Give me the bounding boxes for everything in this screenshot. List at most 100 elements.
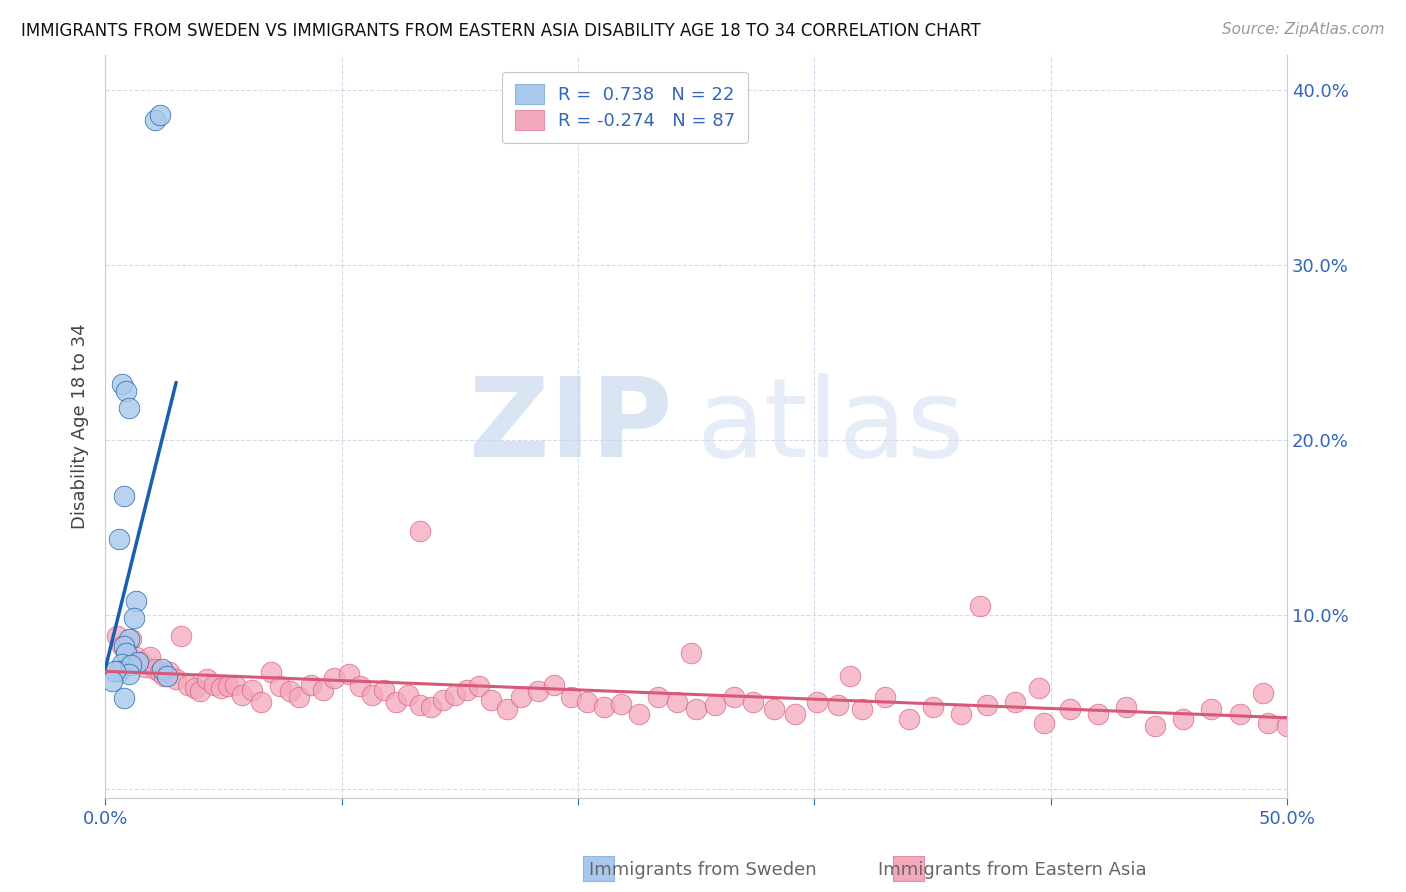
Point	[153, 669, 176, 683]
Point	[1253, 686, 1275, 700]
Point	[1032, 715, 1054, 730]
Point	[456, 682, 478, 697]
Point	[593, 700, 616, 714]
Point	[278, 684, 301, 698]
Point	[170, 628, 193, 642]
Point	[349, 679, 371, 693]
Point	[111, 376, 134, 391]
Point	[195, 672, 218, 686]
Point	[408, 524, 430, 538]
Point	[385, 695, 408, 709]
Point	[118, 401, 141, 416]
Text: Source: ZipAtlas.com: Source: ZipAtlas.com	[1222, 22, 1385, 37]
Point	[723, 690, 745, 704]
Point	[125, 649, 148, 664]
Point	[148, 665, 170, 680]
Text: IMMIGRANTS FROM SWEDEN VS IMMIGRANTS FROM EASTERN ASIA DISABILITY AGE 18 TO 34 C: IMMIGRANTS FROM SWEDEN VS IMMIGRANTS FRO…	[21, 22, 981, 40]
Point	[976, 698, 998, 713]
Point	[139, 649, 162, 664]
Point	[806, 695, 828, 709]
Point	[741, 695, 763, 709]
Point	[217, 679, 239, 693]
Point	[560, 690, 582, 704]
Point	[496, 702, 519, 716]
Point	[101, 673, 124, 688]
Point	[134, 660, 156, 674]
Point	[115, 384, 138, 398]
Point	[666, 695, 689, 709]
Point	[1143, 719, 1166, 733]
Text: Immigrants from Eastern Asia: Immigrants from Eastern Asia	[877, 861, 1147, 879]
Point	[838, 669, 860, 683]
Point	[969, 599, 991, 613]
Point	[143, 662, 166, 676]
Point	[311, 682, 333, 697]
Point	[1171, 713, 1194, 727]
Legend: R =  0.738   N = 22, R = -0.274   N = 87: R = 0.738 N = 22, R = -0.274 N = 87	[502, 71, 748, 143]
Point	[120, 632, 142, 646]
Point	[628, 707, 651, 722]
Point	[224, 677, 246, 691]
Point	[785, 707, 807, 722]
Point	[420, 700, 443, 714]
Point	[127, 655, 149, 669]
Point	[288, 690, 311, 704]
Point	[1275, 719, 1298, 733]
Point	[1229, 707, 1251, 722]
Point	[115, 642, 138, 657]
Point	[647, 690, 669, 704]
Point	[260, 665, 283, 680]
Point	[361, 688, 384, 702]
Point	[105, 628, 128, 642]
Point	[108, 664, 131, 678]
Point	[763, 702, 786, 716]
Point	[202, 677, 225, 691]
Point	[269, 679, 291, 693]
Point	[323, 671, 346, 685]
Point	[129, 655, 152, 669]
Point	[231, 688, 253, 702]
Point	[125, 593, 148, 607]
Point	[122, 611, 145, 625]
Point	[851, 702, 873, 716]
Point	[111, 639, 134, 653]
Point	[118, 667, 141, 681]
Point	[337, 667, 360, 681]
Point	[104, 664, 127, 678]
Point	[118, 632, 141, 646]
Point	[1028, 681, 1050, 695]
Point	[184, 681, 207, 695]
Point	[112, 691, 135, 706]
Y-axis label: Disability Age 18 to 34: Disability Age 18 to 34	[72, 324, 89, 530]
Point	[177, 677, 200, 691]
Point	[479, 693, 502, 707]
Point	[609, 697, 631, 711]
Point	[897, 713, 920, 727]
Point	[444, 688, 467, 702]
Point	[576, 695, 599, 709]
Point	[1201, 702, 1223, 716]
Point	[408, 698, 430, 713]
Point	[188, 684, 211, 698]
Point	[156, 669, 179, 683]
Point	[1257, 715, 1279, 730]
Point	[467, 679, 489, 693]
Point	[704, 698, 727, 713]
Point	[157, 665, 180, 680]
Point	[150, 662, 173, 676]
Point	[1115, 700, 1137, 714]
Point	[681, 646, 703, 660]
Point	[396, 688, 419, 702]
Point	[685, 702, 707, 716]
Point	[148, 107, 170, 121]
Point	[120, 658, 142, 673]
Point	[112, 639, 135, 653]
Text: ZIP: ZIP	[470, 373, 672, 480]
Point	[373, 682, 395, 697]
Point	[1004, 695, 1026, 709]
Point	[1059, 702, 1081, 716]
Point	[921, 700, 943, 714]
Text: Immigrants from Sweden: Immigrants from Sweden	[589, 861, 817, 879]
Point	[143, 112, 166, 127]
Point	[165, 672, 187, 686]
